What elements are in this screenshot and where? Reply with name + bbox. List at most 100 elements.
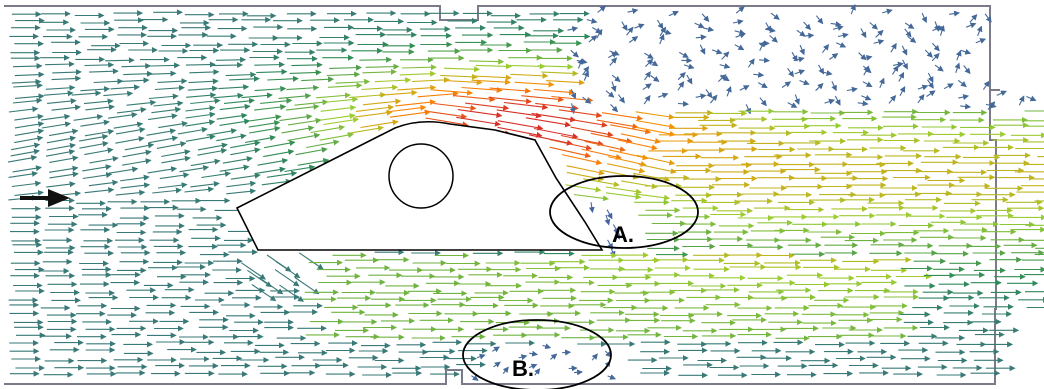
velocity-vector-arrow [443, 66, 481, 73]
velocity-vector-arrow [759, 40, 765, 51]
velocity-vector-arrow [601, 112, 644, 121]
velocity-vector-arrow [796, 29, 806, 37]
velocity-vector-arrow [120, 182, 151, 189]
velocity-vector-arrow [735, 6, 745, 14]
velocity-vector-arrow [287, 132, 321, 142]
velocity-vector-arrow [289, 69, 322, 76]
velocity-vector-arrow [596, 119, 639, 130]
velocity-vector-arrow [286, 84, 320, 91]
velocity-vector-arrow [566, 165, 605, 176]
velocity-vector-arrow [46, 142, 76, 151]
velocity-vector-arrow [14, 135, 44, 144]
velocity-vector-arrow [882, 8, 893, 15]
velocity-vector-arrow [215, 56, 247, 63]
velocity-vector-arrow [79, 134, 109, 142]
velocity-vector-arrow [701, 13, 710, 22]
velocity-vector-arrow [561, 154, 603, 166]
velocity-vector-arrow [787, 102, 798, 108]
velocity-vector-arrow [564, 117, 608, 128]
velocity-vector-arrow [621, 21, 628, 32]
annotation-a-label: A. [612, 222, 634, 247]
velocity-vector-arrow [113, 121, 144, 129]
velocity-vector-arrow [110, 84, 141, 91]
velocity-vector-arrow [893, 61, 904, 68]
velocity-vector-arrow [49, 165, 79, 173]
velocity-vector-arrow [709, 94, 718, 104]
velocity-vector-arrow [591, 353, 598, 361]
velocity-vector-arrow [892, 65, 899, 75]
velocity-vector-arrow [222, 156, 253, 164]
velocity-vector-arrow [745, 104, 752, 115]
velocity-vector-arrow [533, 127, 579, 139]
velocity-vector-arrow [89, 68, 119, 75]
velocity-vector-arrow [179, 165, 210, 173]
velocity-vector-arrow [197, 142, 228, 151]
velocity-vector-arrow [11, 78, 42, 85]
velocity-vector-arrow [683, 63, 695, 70]
velocity-vector-arrow [216, 133, 247, 142]
velocity-vector-arrow [461, 86, 503, 94]
velocity-vector-arrow [679, 51, 689, 58]
velocity-vector-arrow [152, 187, 182, 194]
velocity-vector-arrow [611, 74, 621, 83]
velocity-vector-arrow [148, 135, 179, 144]
velocity-vector-arrow [185, 119, 216, 127]
velocity-vector-arrow [645, 58, 654, 67]
velocity-vector-arrow [711, 48, 723, 55]
velocity-vector-arrow [365, 63, 400, 70]
velocity-vector-arrow [791, 51, 798, 62]
velocity-vector-arrow [549, 138, 593, 151]
velocity-vector-arrow [765, 27, 776, 34]
velocity-vector-arrow [497, 126, 543, 138]
velocity-vector-arrow [607, 156, 647, 167]
velocity-vector-arrow [10, 148, 40, 157]
velocity-vector-arrow [644, 71, 651, 81]
velocity-vector-arrow [443, 79, 483, 86]
velocity-vector-arrow [161, 155, 191, 164]
velocity-vector-arrow [658, 33, 665, 45]
velocity-vector-arrow [275, 260, 301, 279]
velocity-vector-arrow [14, 189, 44, 196]
velocity-vector-arrow [244, 135, 276, 144]
velocity-vector-arrow [794, 69, 806, 76]
velocity-vector-arrow [996, 90, 1007, 97]
velocity-vector-arrow [322, 96, 359, 104]
velocity-vector-arrow [734, 44, 745, 51]
velocity-vector-field [7, 3, 1044, 381]
velocity-vector-arrow [261, 178, 292, 186]
velocity-vector-arrow [604, 214, 611, 226]
velocity-vector-arrow [606, 209, 613, 220]
velocity-vector-arrow [542, 343, 552, 350]
velocity-vector-arrow [583, 70, 589, 81]
velocity-vector-arrow [147, 113, 178, 121]
velocity-vector-arrow [837, 32, 849, 39]
velocity-vector-arrow [489, 87, 532, 94]
velocity-vector-arrow [201, 171, 231, 179]
velocity-vector-arrow [949, 10, 960, 17]
velocity-vector-arrow [857, 100, 869, 107]
velocity-vector-arrow [815, 15, 824, 25]
velocity-vector-arrow [255, 166, 286, 174]
velocity-vector-arrow [395, 99, 436, 107]
velocity-vector-arrow [514, 81, 555, 88]
velocity-vector-arrow [103, 90, 134, 97]
velocity-vector-arrow [677, 81, 685, 91]
velocity-vector-arrow [185, 105, 216, 112]
velocity-vector-arrow [218, 84, 250, 91]
velocity-vector-arrow [510, 72, 549, 79]
internal-circle [388, 143, 454, 209]
velocity-vector-arrow [608, 149, 649, 161]
velocity-vector-arrow [863, 65, 869, 76]
velocity-vector-arrow [610, 104, 619, 113]
velocity-vector-arrow [846, 86, 858, 93]
velocity-vector-arrow [1026, 95, 1037, 102]
velocity-vector-arrow [721, 51, 730, 60]
velocity-vector-arrow [560, 134, 604, 147]
annotation-b-label: B. [512, 356, 534, 381]
velocity-vector-arrow [860, 28, 867, 39]
velocity-vector-arrow [590, 132, 633, 144]
velocity-vector-arrow [41, 121, 72, 129]
velocity-vector-arrow [586, 17, 598, 24]
velocity-vector-arrow [85, 104, 115, 111]
velocity-vector-arrow [966, 22, 977, 29]
